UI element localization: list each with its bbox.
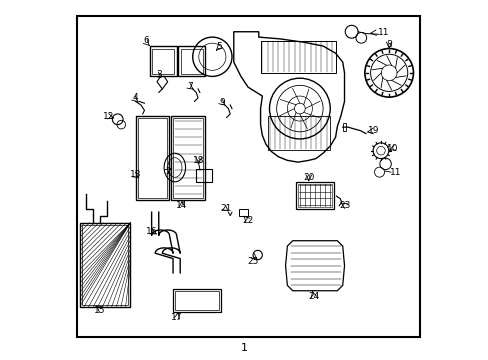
Bar	[196, 169, 212, 182]
Text: 14: 14	[176, 201, 187, 210]
Bar	[149, 46, 176, 76]
Circle shape	[381, 65, 396, 81]
Bar	[82, 225, 128, 305]
Bar	[298, 184, 331, 207]
Text: 19: 19	[367, 126, 379, 135]
Bar	[178, 46, 205, 76]
Bar	[343, 123, 345, 131]
Bar	[80, 223, 130, 307]
Text: 13: 13	[129, 170, 141, 179]
Bar	[175, 291, 219, 310]
Bar	[296, 182, 333, 208]
Bar	[138, 118, 167, 198]
Text: 10: 10	[386, 144, 398, 153]
Text: 8: 8	[386, 40, 391, 49]
Text: 22: 22	[242, 216, 253, 225]
Bar	[260, 41, 335, 73]
Text: 6: 6	[143, 36, 149, 45]
Bar	[173, 118, 203, 198]
Bar	[171, 116, 205, 200]
Text: 17: 17	[170, 313, 182, 322]
Text: 7: 7	[187, 82, 193, 91]
Text: 21: 21	[220, 204, 231, 213]
Bar	[181, 49, 203, 74]
Text: 16: 16	[145, 227, 157, 236]
Text: 1: 1	[241, 343, 247, 353]
Text: 20: 20	[303, 173, 314, 182]
Bar	[267, 116, 329, 150]
Text: 18: 18	[193, 156, 204, 165]
Text: 4: 4	[132, 93, 138, 102]
Text: 12: 12	[103, 112, 114, 121]
Text: 24: 24	[308, 292, 319, 301]
Bar	[135, 116, 169, 200]
Text: 9: 9	[219, 98, 225, 107]
Text: 11: 11	[389, 168, 400, 177]
Text: 3: 3	[156, 70, 162, 79]
Text: 5: 5	[216, 41, 222, 50]
Bar	[239, 209, 247, 216]
Text: 23: 23	[339, 201, 350, 210]
Bar	[152, 49, 174, 74]
Text: 15: 15	[94, 306, 105, 315]
Text: 25: 25	[247, 257, 259, 266]
Text: 2: 2	[164, 167, 170, 176]
Text: 11: 11	[377, 28, 389, 37]
Bar	[173, 289, 221, 312]
